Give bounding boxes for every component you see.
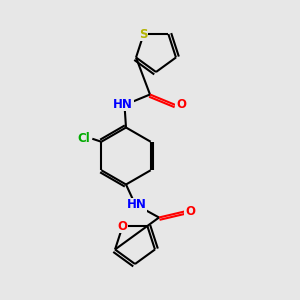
Text: Cl: Cl [77, 132, 90, 145]
Text: O: O [118, 220, 128, 232]
Text: O: O [176, 98, 186, 112]
Text: S: S [140, 28, 148, 40]
Text: O: O [185, 205, 195, 218]
Text: HN: HN [113, 98, 133, 111]
Text: HN: HN [127, 198, 146, 211]
